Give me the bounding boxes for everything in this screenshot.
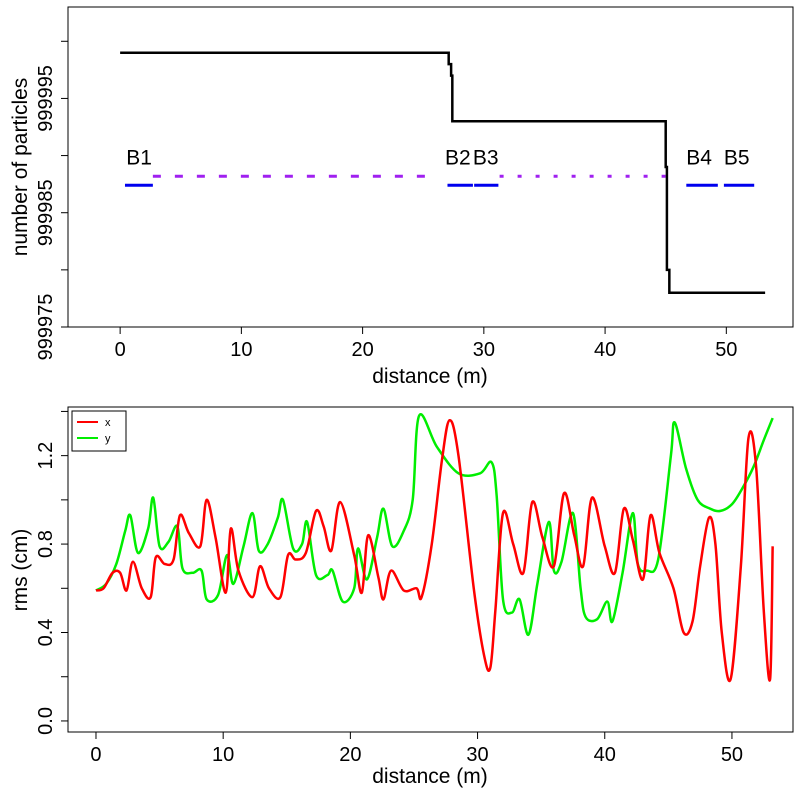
top-y-tick-label: 999995 xyxy=(35,65,57,132)
beamline-labels: B1 B2 B3 B4 B5 xyxy=(126,147,749,170)
top-x-tick-label: 10 xyxy=(230,339,252,361)
legend-label-y: y xyxy=(105,433,111,445)
bottom-x-tick-label: 40 xyxy=(594,744,616,766)
rms-x-line xyxy=(95,419,774,683)
top-panel: 0 10 20 30 40 50 999975 999985 999995 distance … xyxy=(9,6,794,388)
legend-label-x: x xyxy=(105,417,111,429)
top-y-tick-label: 999985 xyxy=(35,179,57,246)
top-x-tick-label: 20 xyxy=(351,339,373,361)
top-x-tick-label: 30 xyxy=(473,339,495,361)
beamline-elements xyxy=(124,174,755,187)
magnet-label: B2 xyxy=(445,147,471,170)
top-y-axis-label: number of particles xyxy=(9,78,32,257)
magnet-label: B1 xyxy=(126,147,152,170)
bottom-y-tick-label: 1.2 xyxy=(35,442,57,470)
bottom-y-axis: 0.0 0.4 0.8 1.2 xyxy=(35,410,68,735)
bottom-x-tick-label: 30 xyxy=(466,744,488,766)
particle-count-line xyxy=(120,51,766,294)
bottom-panel: 0 10 20 30 40 50 0.0 0.4 0.8 1.2 distance (m) rm… xyxy=(9,406,794,788)
top-x-axis: 0 10 20 30 40 50 xyxy=(115,327,737,361)
top-x-tick-label: 0 xyxy=(115,339,126,361)
legend: x y xyxy=(71,410,127,452)
top-plot-frame xyxy=(67,6,794,328)
top-x-axis-label: distance (m) xyxy=(372,365,488,388)
bottom-x-tick-label: 50 xyxy=(721,744,743,766)
bottom-y-axis-label: rms (cm) xyxy=(9,529,32,612)
magnet-label: B5 xyxy=(724,147,750,170)
bottom-y-tick-label: 0.0 xyxy=(35,707,57,735)
legend-box xyxy=(71,410,127,452)
bottom-x-axis-label: distance (m) xyxy=(372,765,488,788)
magnet-label: B3 xyxy=(473,147,499,170)
bottom-x-tick-label: 10 xyxy=(212,744,234,766)
particle-count-series xyxy=(120,51,766,294)
top-y-tick-label: 999975 xyxy=(35,294,57,361)
magnet-label: B4 xyxy=(686,147,712,170)
rms-series xyxy=(95,412,774,683)
bottom-y-tick-label: 0.8 xyxy=(35,530,57,558)
bottom-x-tick-label: 0 xyxy=(90,744,101,766)
bottom-x-tick-label: 20 xyxy=(339,744,361,766)
bottom-x-axis: 0 10 20 30 40 50 xyxy=(90,732,743,766)
top-x-tick-label: 50 xyxy=(715,339,737,361)
bottom-plot-frame xyxy=(67,406,794,733)
top-y-axis: 999975 999985 999995 xyxy=(35,40,68,361)
bottom-y-tick-label: 0.4 xyxy=(35,619,57,647)
top-x-tick-label: 40 xyxy=(594,339,616,361)
